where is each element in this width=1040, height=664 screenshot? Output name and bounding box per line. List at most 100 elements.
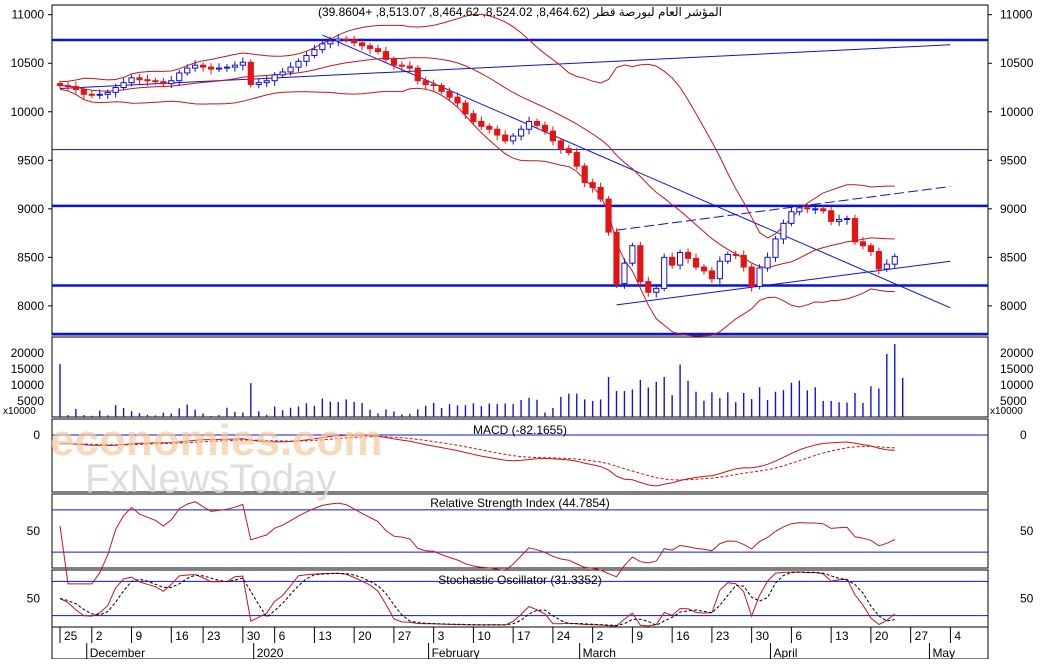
panel-frame-3	[51, 493, 989, 569]
candle	[366, 42, 374, 54]
candle-body	[319, 43, 326, 51]
bollinger-upper-band	[59, 13, 895, 239]
trend-line-3	[616, 260, 951, 306]
candle-body	[359, 42, 366, 47]
x-day-label: 16	[175, 629, 189, 643]
candle	[406, 61, 413, 71]
candle-body	[192, 64, 199, 69]
candle	[56, 80, 64, 89]
candle	[525, 116, 533, 135]
candle	[430, 79, 437, 91]
candle	[414, 65, 421, 85]
candle	[335, 34, 342, 47]
candle	[573, 147, 580, 170]
candle-body	[732, 253, 739, 256]
macd-line	[59, 434, 895, 487]
candle-body	[223, 66, 231, 69]
candle-body	[176, 72, 183, 82]
candle-body	[708, 270, 715, 280]
macd-signal-line	[60, 436, 895, 481]
candle	[120, 77, 127, 91]
candle-body	[748, 266, 755, 287]
price-tick-label-right: 8500	[1000, 250, 1027, 264]
candle-body	[207, 66, 215, 70]
candle	[581, 163, 588, 188]
candle-body	[645, 281, 652, 293]
candle	[319, 40, 326, 54]
candle-body	[605, 198, 612, 233]
volume-tick-label-left: 10000	[11, 378, 45, 392]
volume-tick-label-right: 20000	[1000, 346, 1034, 360]
candle	[398, 61, 405, 72]
candle-body	[629, 245, 636, 264]
candle-body	[335, 38, 342, 42]
x-day-label: 30	[247, 629, 261, 643]
candle	[843, 215, 851, 225]
candle	[494, 125, 501, 141]
candle-body	[573, 152, 580, 167]
candle	[112, 83, 119, 98]
candle-body	[804, 207, 811, 210]
x-day-label: 27	[398, 629, 412, 643]
candle	[446, 87, 453, 101]
candle-body	[382, 51, 390, 60]
panel-frame-2	[51, 418, 989, 493]
candle-body	[756, 267, 763, 287]
candle	[207, 63, 215, 75]
candle-body	[533, 120, 541, 126]
candle	[732, 250, 739, 260]
candle-body	[812, 208, 819, 211]
candle	[136, 73, 143, 85]
candle-body	[96, 93, 103, 96]
candle	[176, 70, 183, 86]
candle-body	[414, 67, 421, 82]
rsi-label: Relative Strength Index (44.7854)	[430, 496, 609, 510]
x-day-label: 13	[318, 629, 332, 643]
candle	[820, 205, 827, 214]
x-day-label: 3	[438, 629, 445, 643]
candle-body	[502, 134, 509, 142]
candle	[303, 51, 310, 67]
candle	[255, 78, 262, 89]
panel-frame-1	[51, 336, 989, 418]
candle	[271, 71, 278, 86]
x-day-label: 30	[756, 629, 770, 643]
x-month-label: April	[773, 646, 797, 659]
candle	[708, 267, 715, 284]
candle	[637, 241, 644, 286]
candle-body	[200, 64, 207, 68]
x-day-label: 20	[875, 629, 889, 643]
candle-body	[677, 252, 684, 266]
x-day-label: 9	[136, 629, 143, 643]
candle	[239, 57, 246, 71]
candle-body	[136, 77, 143, 81]
candle	[764, 252, 771, 272]
candle-body	[780, 222, 787, 240]
price-tick-label-right: 10500	[1000, 56, 1034, 70]
candle	[804, 203, 811, 214]
price-tick-label-right: 9500	[1000, 153, 1027, 167]
candle	[80, 86, 87, 100]
bollinger-middle-band	[59, 57, 895, 269]
candle	[597, 182, 604, 203]
candle-body	[669, 256, 676, 266]
price-tick-label-left: 10000	[11, 105, 45, 119]
candle-body	[263, 80, 270, 84]
price-tick-label-left: 10500	[11, 56, 45, 70]
candle-body	[836, 219, 843, 222]
candle-body	[788, 211, 795, 224]
x-day-label: 2	[96, 629, 103, 643]
candles	[56, 34, 898, 298]
candle	[891, 253, 898, 268]
candle	[740, 250, 747, 272]
price-tick-label-left: 8500	[17, 250, 44, 264]
candle-body	[255, 82, 262, 86]
stochastic-k-line	[59, 571, 896, 627]
candle	[215, 63, 223, 72]
candle	[128, 74, 135, 87]
candle	[613, 228, 620, 289]
x-month-label: March	[583, 646, 616, 659]
candle	[875, 247, 882, 275]
volume-tick-label-left: 20000	[11, 346, 45, 360]
